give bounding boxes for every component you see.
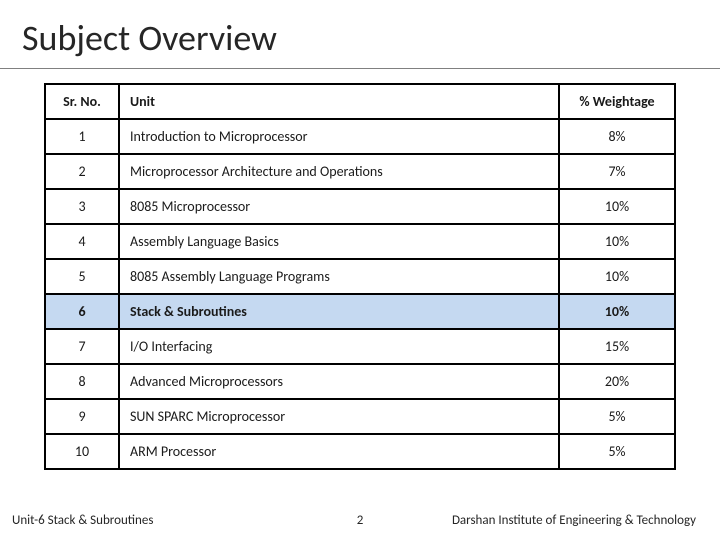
cell-unit: ARM Processor	[119, 434, 559, 469]
cell-sr: 1	[45, 119, 119, 154]
table-header-row: Sr. No. Unit % Weightage	[45, 84, 675, 119]
cell-unit: Introduction to Microprocessor	[119, 119, 559, 154]
table-row: 10ARM Processor5%	[45, 434, 675, 469]
overview-table-container: Sr. No. Unit % Weightage 1Introduction t…	[0, 83, 720, 470]
cell-unit: Microprocessor Architecture and Operatio…	[119, 154, 559, 189]
cell-weight: 10%	[559, 294, 675, 329]
col-header-unit: Unit	[119, 84, 559, 119]
cell-weight: 5%	[559, 434, 675, 469]
footer-page-number: 2	[357, 513, 364, 528]
cell-sr: 8	[45, 364, 119, 399]
cell-weight: 5%	[559, 399, 675, 434]
table-row: 38085 Microprocessor10%	[45, 189, 675, 224]
col-header-sr: Sr. No.	[45, 84, 119, 119]
cell-unit: Assembly Language Basics	[119, 224, 559, 259]
cell-weight: 10%	[559, 259, 675, 294]
cell-sr: 3	[45, 189, 119, 224]
cell-sr: 10	[45, 434, 119, 469]
footer-right: Darshan Institute of Engineering & Techn…	[452, 513, 696, 528]
table-row: 8Advanced Microprocessors20%	[45, 364, 675, 399]
cell-weight: 20%	[559, 364, 675, 399]
cell-sr: 6	[45, 294, 119, 329]
table-row: 4Assembly Language Basics10%	[45, 224, 675, 259]
table-row: 58085 Assembly Language Programs10%	[45, 259, 675, 294]
cell-unit: SUN SPARC Microprocessor	[119, 399, 559, 434]
cell-sr: 2	[45, 154, 119, 189]
table-row: 1Introduction to Microprocessor8%	[45, 119, 675, 154]
cell-sr: 7	[45, 329, 119, 364]
table-row: 9SUN SPARC Microprocessor5%	[45, 399, 675, 434]
cell-unit: I/O Interfacing	[119, 329, 559, 364]
col-header-weight: % Weightage	[559, 84, 675, 119]
cell-weight: 8%	[559, 119, 675, 154]
table-row: 6Stack & Subroutines10%	[45, 294, 675, 329]
cell-weight: 10%	[559, 224, 675, 259]
table-row: 2Microprocessor Architecture and Operati…	[45, 154, 675, 189]
cell-unit: Stack & Subroutines	[119, 294, 559, 329]
cell-sr: 9	[45, 399, 119, 434]
cell-unit: 8085 Assembly Language Programs	[119, 259, 559, 294]
overview-table: Sr. No. Unit % Weightage 1Introduction t…	[44, 83, 676, 470]
cell-unit: 8085 Microprocessor	[119, 189, 559, 224]
page-title: Subject Overview	[0, 0, 720, 69]
table-row: 7I/O Interfacing15%	[45, 329, 675, 364]
cell-sr: 5	[45, 259, 119, 294]
cell-weight: 10%	[559, 189, 675, 224]
cell-unit: Advanced Microprocessors	[119, 364, 559, 399]
cell-weight: 7%	[559, 154, 675, 189]
footer-left: Unit-6 Stack & Subroutines	[12, 513, 153, 528]
cell-weight: 15%	[559, 329, 675, 364]
slide-footer: Unit-6 Stack & Subroutines 2 Darshan Ins…	[0, 513, 720, 528]
cell-sr: 4	[45, 224, 119, 259]
